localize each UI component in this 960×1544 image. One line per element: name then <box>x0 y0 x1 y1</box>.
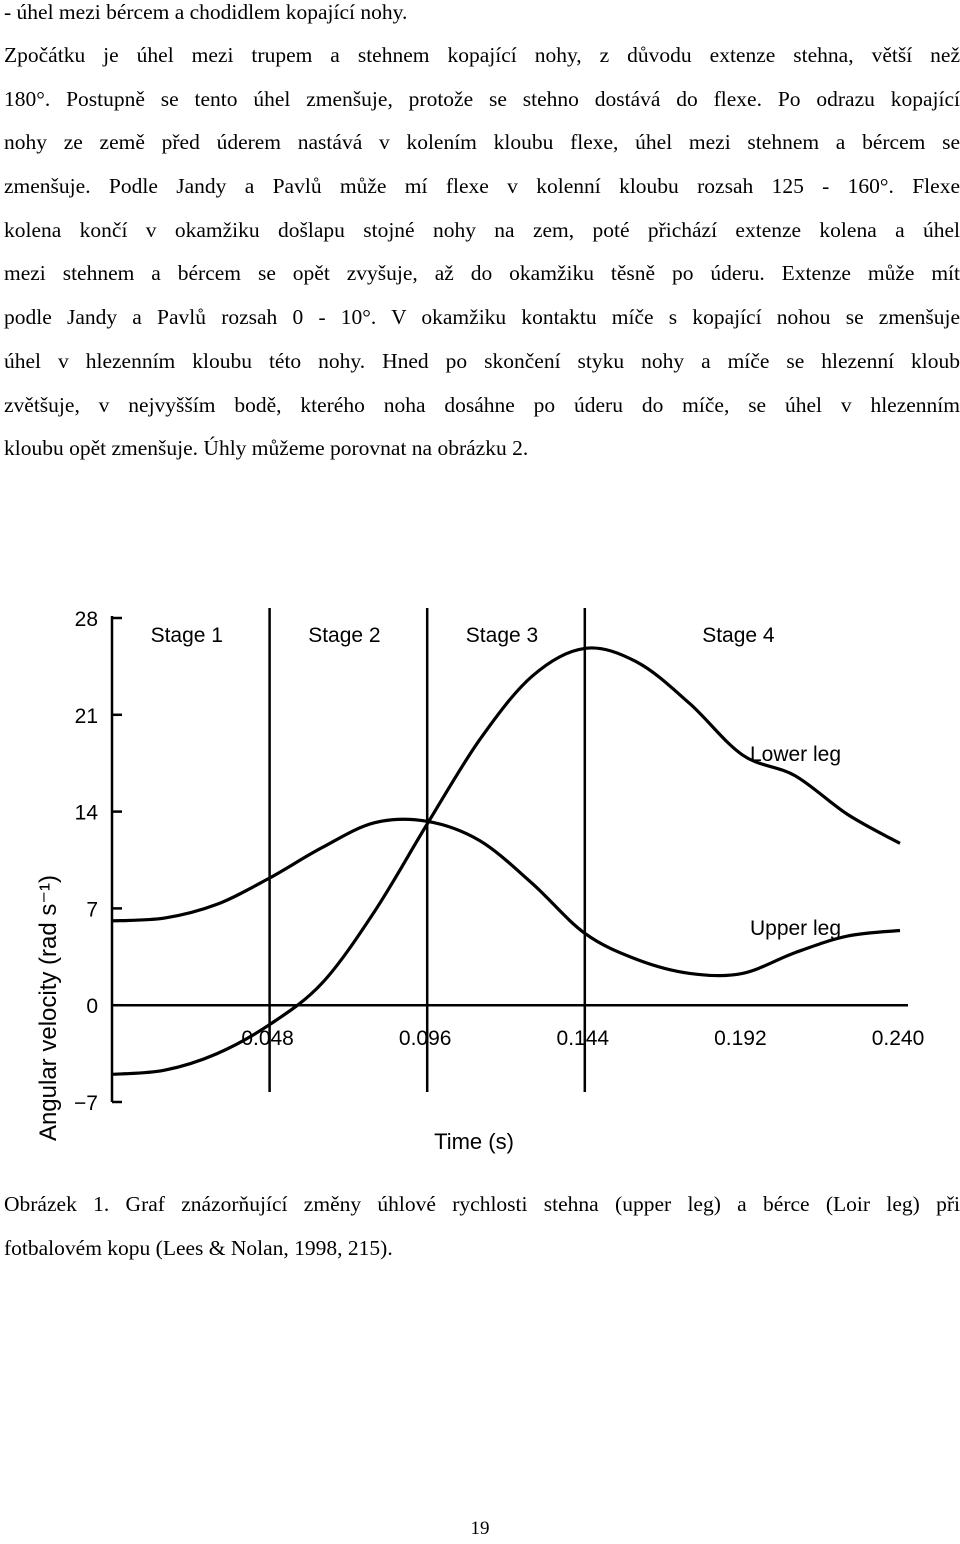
page-number: 19 <box>470 1518 490 1539</box>
x-tick-label: 0.096 <box>399 1027 452 1050</box>
paragraph-line: zvětšuje, v nejvyšším bodě, kterého noha… <box>4 393 960 417</box>
paragraph-line: kloubu opět zmenšuje. Úhly můžeme porovn… <box>4 436 529 460</box>
paragraph-line: mezi stehnem a bércem se opět zvyšuje, a… <box>4 261 960 285</box>
y-tick-label: 0 <box>86 995 98 1018</box>
lower-leg-series-label: Lower leg <box>750 743 841 766</box>
y-axis-label: Angular velocity (rad s⁻¹) <box>35 875 62 1141</box>
y-tick-label: −7 <box>74 1092 98 1115</box>
paragraph-line: podle Jandy a Pavlů rozsah 0 - 10°. V ok… <box>4 305 960 329</box>
upper-leg-series-line <box>111 817 901 978</box>
y-tick-label: 21 <box>75 705 98 728</box>
x-axis-label: Time (s) <box>434 1129 514 1154</box>
x-tick-label: 0.144 <box>557 1027 610 1050</box>
paragraph-line: - úhel mezi bércem a chodidlem kopající … <box>4 0 408 24</box>
stage-label: Stage 3 <box>466 624 538 647</box>
y-tick-label: 14 <box>75 802 99 825</box>
paragraph-line: úhel v hlezenním kloubu této nohy. Hned … <box>4 349 960 373</box>
paragraph-line: kolena končí v okamžiku došlapu stojné n… <box>4 218 960 242</box>
stage-label: Stage 2 <box>308 624 380 647</box>
stage-label: Stage 1 <box>151 624 223 647</box>
chart-axes <box>110 616 908 1102</box>
caption-line: fotbalovém kopu (Lees & Nolan, 1998, 215… <box>4 1236 393 1260</box>
paragraph-line: zmenšuje. Podle Jandy a Pavlů může mí fl… <box>4 174 960 198</box>
x-tick-label: 0.240 <box>872 1027 925 1050</box>
upper-leg-series-label: Upper leg <box>750 917 841 940</box>
y-tick-label: 7 <box>86 898 98 921</box>
stage-label: Stage 4 <box>702 624 775 647</box>
paragraph-line: Zpočátku je úhel mezi trupem a stehnem k… <box>4 43 960 67</box>
lower-leg-series-line <box>111 646 901 1076</box>
y-tick-label: 28 <box>75 608 98 631</box>
x-tick-label: 0.192 <box>714 1027 767 1050</box>
caption-line: Obrázek 1. Graf znázorňující změny úhlov… <box>4 1192 960 1216</box>
paragraph-line: 180°. Postupně se tento úhel zmenšuje, p… <box>4 87 960 111</box>
paragraph-line: nohy ze země před úderem nastává v kolen… <box>4 130 960 154</box>
